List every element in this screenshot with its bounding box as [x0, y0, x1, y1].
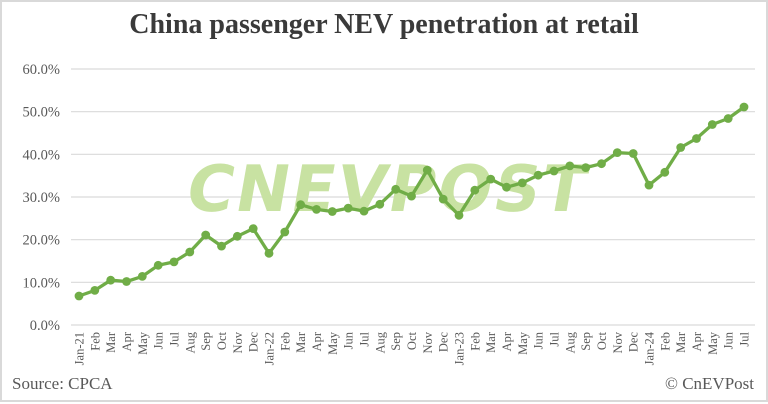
x-axis-tick-label: Sep [579, 332, 593, 351]
x-axis-tick-label: Mar [294, 331, 308, 353]
data-point-marker [90, 286, 100, 295]
data-point-marker [359, 206, 369, 216]
copyright-label: © CnEVPost [665, 374, 754, 393]
x-axis-tick-label: Jun [532, 331, 546, 349]
data-point-marker [232, 231, 242, 241]
data-point-marker [549, 166, 559, 176]
data-point-marker [391, 184, 401, 194]
y-axis-tick-label: 30.0% [23, 190, 60, 206]
data-point-marker [217, 241, 226, 251]
data-point-marker [185, 247, 195, 257]
x-axis-tick-label: Aug [563, 331, 577, 353]
x-axis-tick-label: Aug [183, 331, 197, 353]
x-axis-tick-label: Jul [548, 331, 562, 346]
x-axis-tick-label: Jan-21 [73, 332, 87, 365]
x-axis-tick-label: Nov [611, 331, 625, 353]
x-axis-tick-label: Mar [104, 331, 118, 353]
x-axis-tick-label: Apr [500, 331, 514, 351]
x-axis-tick-label: Apr [120, 331, 134, 351]
x-axis-tick-label: Oct [595, 331, 609, 350]
x-axis-tick-label: Jul [738, 331, 752, 346]
data-point-marker [169, 257, 179, 267]
data-point-marker [628, 149, 638, 158]
data-point-marker [106, 275, 116, 285]
data-point-marker [74, 291, 84, 301]
source-label: Source: CPCA [12, 374, 113, 393]
data-point-marker [502, 182, 511, 192]
data-point-marker [422, 165, 432, 175]
data-point-marker [248, 224, 258, 234]
data-point-marker [517, 178, 527, 188]
data-point-marker [375, 199, 385, 209]
y-axis-tick-label: 0.0% [30, 318, 60, 334]
data-point-marker [264, 248, 274, 258]
y-axis-tick-label: 10.0% [23, 275, 60, 291]
y-axis-tick-label: 20.0% [23, 233, 60, 249]
x-axis-tick-label: Nov [231, 331, 245, 353]
x-axis-tick-label: Feb [468, 332, 482, 351]
x-axis-tick-label: May [136, 331, 150, 355]
y-axis-tick-label: 50.0% [23, 105, 60, 121]
x-axis-tick-label: Oct [215, 331, 229, 350]
data-point-marker [581, 163, 591, 173]
data-point-marker [676, 143, 686, 152]
x-axis-tick-label: Feb [278, 332, 292, 351]
data-point-marker [137, 272, 147, 281]
x-axis-tick-label: Jan-24 [643, 331, 657, 365]
data-point-marker [486, 174, 496, 184]
x-axis-tick-label: Feb [658, 332, 672, 351]
x-axis-tick-label: Mar [484, 331, 498, 353]
x-axis-tick-label: Sep [199, 332, 213, 351]
data-point-marker [692, 134, 701, 143]
data-point-marker [644, 180, 654, 190]
data-point-marker [612, 148, 622, 158]
x-axis-tick-label: Sep [389, 332, 403, 351]
x-axis-tick-label: Jan-22 [263, 332, 277, 365]
data-point-marker [565, 161, 575, 171]
x-axis-tick-label: Jul [168, 331, 182, 346]
data-point-marker [707, 120, 717, 129]
data-point-marker [312, 205, 321, 214]
x-axis-tick-label: Feb [88, 332, 102, 351]
x-axis-tick-label: May [706, 331, 720, 355]
x-axis-tick-label: Aug [373, 331, 387, 353]
x-axis-tick-label: May [326, 331, 340, 355]
cnevpost-watermark: CNEVPOST [181, 152, 595, 226]
x-axis-tick-label: Mar [674, 331, 688, 353]
data-point-marker [280, 227, 290, 237]
data-point-marker [739, 102, 749, 112]
data-point-marker [533, 170, 543, 180]
x-axis-tick-label: Apr [310, 331, 324, 351]
x-axis-tick-label: Jan-23 [453, 332, 467, 365]
data-point-marker [122, 277, 131, 286]
x-axis-tick-label: Jun [342, 331, 356, 349]
y-axis-tick-label: 60.0% [23, 62, 60, 78]
data-point-marker [201, 230, 211, 240]
data-point-marker [343, 203, 353, 213]
x-axis-tick-label: Oct [405, 331, 419, 350]
y-axis-tick-label: 40.0% [23, 147, 60, 163]
x-axis-tick-label: Jul [358, 331, 372, 346]
data-point-marker [470, 185, 480, 195]
data-point-marker [438, 194, 448, 204]
data-point-marker [723, 114, 733, 123]
x-axis-tick-label: Jun [152, 331, 166, 349]
data-point-marker [660, 167, 670, 177]
chart-title: China passenger NEV penetration at retai… [129, 9, 639, 40]
data-point-marker [153, 260, 163, 270]
x-axis-tick-label: Apr [690, 331, 704, 351]
data-point-marker [327, 207, 337, 216]
x-axis-tick-label: Nov [421, 331, 435, 353]
data-point-marker [407, 191, 416, 201]
data-point-marker [296, 200, 306, 210]
data-point-marker [454, 210, 464, 220]
data-point-marker [597, 159, 606, 169]
x-axis-tick-label: Jun [722, 331, 736, 349]
x-axis-tick-label: May [516, 331, 530, 355]
x-axis-tick-label: Dec [247, 332, 261, 353]
x-axis-tick-label: Dec [627, 332, 641, 353]
x-axis-tick-label: Dec [437, 332, 451, 353]
